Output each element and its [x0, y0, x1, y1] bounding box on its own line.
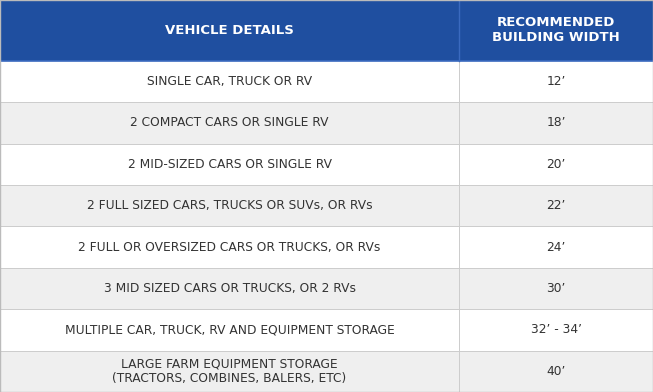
Text: LARGE FARM EQUIPMENT STORAGE
(TRACTORS, COMBINES, BALERS, ETC): LARGE FARM EQUIPMENT STORAGE (TRACTORS, … — [112, 357, 347, 385]
Bar — [0, 268, 459, 309]
Bar — [0, 227, 459, 268]
Text: RECOMMENDED
BUILDING WIDTH: RECOMMENDED BUILDING WIDTH — [492, 16, 620, 44]
Text: VEHICLE DETAILS: VEHICLE DETAILS — [165, 24, 294, 37]
Text: SINGLE CAR, TRUCK OR RV: SINGLE CAR, TRUCK OR RV — [147, 75, 312, 88]
Text: MULTIPLE CAR, TRUCK, RV AND EQUIPMENT STORAGE: MULTIPLE CAR, TRUCK, RV AND EQUIPMENT ST… — [65, 323, 394, 336]
Bar — [0, 185, 459, 227]
Bar — [459, 185, 653, 227]
Bar — [0, 61, 459, 102]
Text: 24’: 24’ — [547, 241, 565, 254]
Bar — [0, 102, 459, 143]
Bar — [459, 102, 653, 143]
Bar — [459, 0, 653, 61]
Bar — [459, 350, 653, 392]
Bar — [459, 227, 653, 268]
Text: 2 COMPACT CARS OR SINGLE RV: 2 COMPACT CARS OR SINGLE RV — [131, 116, 328, 129]
Text: 2 MID-SIZED CARS OR SINGLE RV: 2 MID-SIZED CARS OR SINGLE RV — [127, 158, 332, 171]
Text: 30’: 30’ — [547, 282, 565, 295]
Text: 12’: 12’ — [547, 75, 565, 88]
Bar — [459, 309, 653, 350]
Bar — [0, 350, 459, 392]
Text: 40’: 40’ — [547, 365, 565, 378]
Bar — [0, 0, 459, 61]
Bar — [459, 143, 653, 185]
Bar — [0, 309, 459, 350]
Bar — [459, 61, 653, 102]
Text: 32’ - 34’: 32’ - 34’ — [530, 323, 582, 336]
Bar — [0, 143, 459, 185]
Text: 3 MID SIZED CARS OR TRUCKS, OR 2 RVs: 3 MID SIZED CARS OR TRUCKS, OR 2 RVs — [104, 282, 355, 295]
Bar — [459, 268, 653, 309]
Text: 2 FULL SIZED CARS, TRUCKS OR SUVs, OR RVs: 2 FULL SIZED CARS, TRUCKS OR SUVs, OR RV… — [87, 199, 372, 212]
Text: 2 FULL OR OVERSIZED CARS OR TRUCKS, OR RVs: 2 FULL OR OVERSIZED CARS OR TRUCKS, OR R… — [78, 241, 381, 254]
Text: 22’: 22’ — [547, 199, 565, 212]
Text: 20’: 20’ — [547, 158, 565, 171]
Text: 18’: 18’ — [547, 116, 565, 129]
